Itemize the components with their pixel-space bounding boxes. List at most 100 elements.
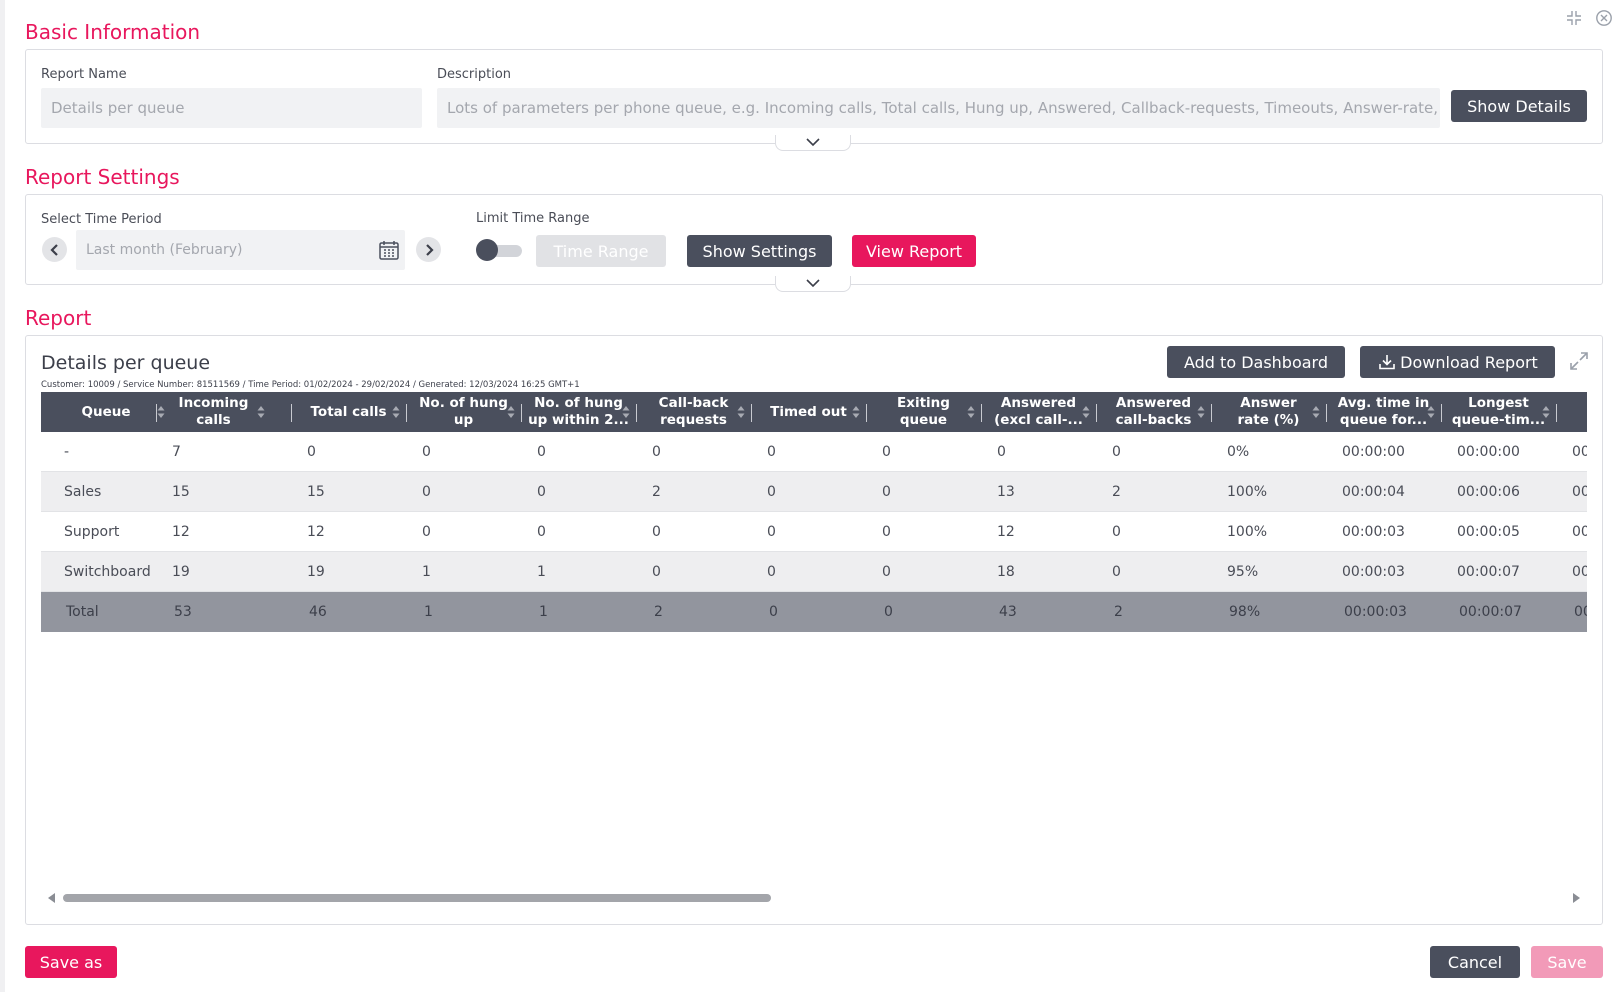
sort-icon[interactable] <box>622 405 630 419</box>
column-separator <box>291 404 292 422</box>
expand-icon[interactable] <box>1569 351 1589 371</box>
sort-icon[interactable] <box>1312 405 1320 419</box>
column-header-line2: (excl call-... <box>994 412 1083 428</box>
sort-icon[interactable] <box>1082 405 1090 419</box>
table-cell: 0 <box>1112 564 1121 580</box>
column-header[interactable]: Answer rate (%) <box>1211 392 1326 432</box>
table-cell: Support <box>64 524 120 540</box>
table-cell: 00:00:05 <box>1457 524 1520 540</box>
table-cell: 0 <box>767 444 776 460</box>
basic-info-toggle[interactable] <box>775 135 851 151</box>
column-header[interactable]: Queue <box>41 392 171 432</box>
scroll-right-arrow[interactable] <box>1573 893 1580 903</box>
sort-icon[interactable] <box>1542 405 1550 419</box>
sort-icon[interactable] <box>852 405 860 419</box>
table-cell: 00:00:00 <box>1342 444 1405 460</box>
column-header-line2: up within 2... <box>528 412 629 428</box>
column-header[interactable]: Timed out <box>751 392 866 432</box>
table-cell: 53 <box>174 604 192 620</box>
table-cell: 0 <box>307 444 316 460</box>
time-period-label: Select Time Period <box>41 212 162 227</box>
sort-icon[interactable] <box>392 405 400 419</box>
scroll-thumb[interactable] <box>63 894 771 902</box>
table-cell: 0 <box>882 484 891 500</box>
column-separator <box>1096 404 1097 422</box>
collapse-icon[interactable] <box>1565 9 1583 27</box>
column-header[interactable]: Avg. time in queue for... <box>1326 392 1441 432</box>
previous-period-button[interactable] <box>42 237 67 262</box>
sort-icon[interactable] <box>507 405 515 419</box>
column-header-label: Exiting queue <box>897 395 950 429</box>
close-circle-icon[interactable] <box>1595 9 1613 27</box>
table-cell: 0 <box>1112 444 1121 460</box>
report-name-input[interactable]: Details per queue <box>41 88 422 128</box>
column-header[interactable]: Incoming calls <box>156 392 271 432</box>
column-header[interactable]: Avc <box>1556 392 1587 432</box>
download-report-button[interactable]: Download Report <box>1360 346 1555 378</box>
column-header-label: No. of hung up within 2... <box>528 395 629 429</box>
column-separator <box>981 404 982 422</box>
table-cell: 1 <box>424 604 433 620</box>
column-header[interactable]: No. of hung up <box>406 392 521 432</box>
column-header-line1: Answer <box>1240 395 1297 412</box>
column-header-line1: Avg. time in <box>1337 395 1430 412</box>
next-period-button[interactable] <box>416 237 441 262</box>
toggle-knob <box>476 239 498 261</box>
table-cell: 100% <box>1227 484 1268 500</box>
time-range-button[interactable]: Time Range <box>536 235 666 267</box>
limit-time-range-toggle[interactable] <box>476 239 522 261</box>
column-header[interactable]: Longest queue-tim... <box>1441 392 1556 432</box>
column-header[interactable]: Total calls <box>291 392 406 432</box>
sort-icon[interactable] <box>157 405 165 419</box>
table-header: Queue Incoming calls Total calls No. of hung… <box>41 392 1587 432</box>
column-header-label: Answered (excl call-... <box>994 395 1083 429</box>
column-header[interactable]: Exiting queue <box>866 392 981 432</box>
sort-icon[interactable] <box>1197 405 1205 419</box>
sort-icon[interactable] <box>1427 405 1435 419</box>
sort-icon[interactable] <box>737 405 745 419</box>
column-header-line1: Longest <box>1468 395 1529 412</box>
sort-icon[interactable] <box>257 405 265 419</box>
column-header[interactable]: No. of hung up within 2... <box>521 392 636 432</box>
save-button[interactable]: Save <box>1531 946 1603 978</box>
view-report-button[interactable]: View Report <box>852 235 976 267</box>
column-header[interactable]: Call-back requests <box>636 392 751 432</box>
calendar-icon[interactable] <box>378 239 400 261</box>
column-header-line2: requests <box>660 412 727 428</box>
table-cell: 15 <box>307 484 325 500</box>
table-cell: 7 <box>172 444 181 460</box>
column-header-label: Incoming calls <box>179 395 249 429</box>
column-separator <box>521 404 522 422</box>
cancel-button[interactable]: Cancel <box>1430 946 1520 978</box>
add-to-dashboard-button[interactable]: Add to Dashboard <box>1167 346 1345 378</box>
column-header-line1: No. of hung <box>419 395 508 412</box>
column-header-label: Answered call-backs <box>1116 395 1192 429</box>
save-as-button[interactable]: Save as <box>25 946 117 978</box>
column-separator <box>406 404 407 422</box>
time-period-input[interactable]: Last month (February) <box>76 230 405 270</box>
column-header[interactable]: Answered (excl call-... <box>981 392 1096 432</box>
column-header-line2: queue-tim... <box>1451 412 1546 428</box>
column-header-label: Avg. time in queue for... <box>1338 395 1430 429</box>
show-settings-button[interactable]: Show Settings <box>687 235 832 267</box>
column-header-line2: queue for... <box>1339 412 1428 428</box>
table-cell: 46 <box>309 604 327 620</box>
column-header-line2: rate (%) <box>1237 412 1300 428</box>
column-header-label: Answer rate (%) <box>1238 395 1300 429</box>
report-settings-toggle[interactable] <box>775 276 851 292</box>
description-input[interactable]: Lots of parameters per phone queue, e.g.… <box>437 88 1440 128</box>
scroll-left-arrow[interactable] <box>48 893 55 903</box>
show-details-button[interactable]: Show Details <box>1451 90 1587 122</box>
horizontal-scrollbar[interactable] <box>41 890 1587 904</box>
table-cell: 43 <box>999 604 1017 620</box>
sort-icon[interactable] <box>967 405 975 419</box>
time-period-value: Last month (February) <box>86 242 243 258</box>
column-header[interactable]: Answered call-backs <box>1096 392 1211 432</box>
table-row: -7 0 0 0 0 0 0 0 0 0% 00:00:00 00:00:00 00 <box>41 432 1587 472</box>
table-cell: 00:00:03 <box>1344 604 1407 620</box>
column-header-line1: Exiting <box>897 395 950 412</box>
table-cell: 0 <box>652 444 661 460</box>
table-row: Switchboard 19 19 1 1 0 0 0 18 0 95% 00:00:03 00:00:… <box>41 552 1587 592</box>
table-cell: 1 <box>537 564 546 580</box>
column-separator <box>866 404 867 422</box>
